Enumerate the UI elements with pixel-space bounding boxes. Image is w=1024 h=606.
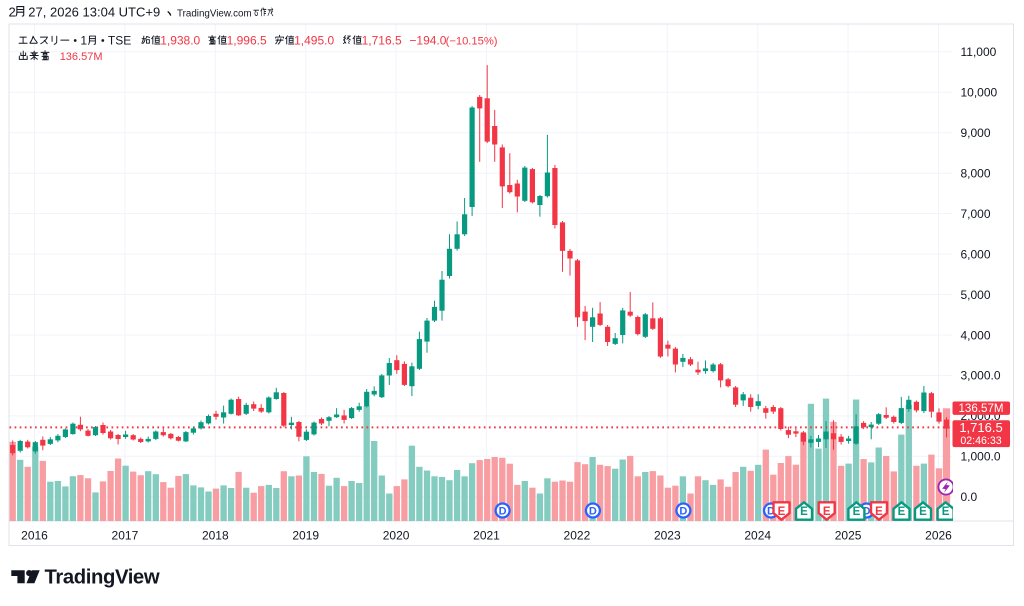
svg-text:1: 1: [80, 33, 87, 47]
svg-text:1,000.0: 1,000.0: [961, 450, 1001, 464]
svg-text:1,495.0: 1,495.0: [294, 33, 334, 47]
svg-text:−194.0: −194.0: [409, 33, 446, 47]
svg-text:D: D: [767, 506, 775, 518]
svg-text:11,000: 11,000: [961, 45, 997, 59]
svg-text:(−10.15%): (−10.15%): [446, 35, 498, 47]
svg-text:8,000: 8,000: [961, 167, 991, 181]
svg-text:9,000: 9,000: [961, 126, 991, 140]
svg-text:4,000: 4,000: [961, 328, 991, 342]
svg-text:2024: 2024: [744, 529, 771, 543]
svg-text:7,000: 7,000: [961, 207, 991, 221]
svg-text:2019: 2019: [292, 529, 319, 543]
svg-text:E: E: [823, 506, 831, 518]
svg-text:10,000: 10,000: [961, 86, 998, 100]
svg-text:3,000.0: 3,000.0: [961, 369, 1001, 383]
svg-text:136.57M: 136.57M: [60, 51, 103, 63]
svg-text:E: E: [800, 506, 808, 518]
svg-text:1,996.5: 1,996.5: [227, 33, 267, 47]
svg-text:136.57M: 136.57M: [958, 402, 1003, 415]
svg-text:2025: 2025: [835, 529, 862, 543]
svg-text:0.0: 0.0: [961, 490, 978, 504]
svg-text:2018: 2018: [202, 529, 229, 543]
svg-text:2026: 2026: [925, 529, 952, 543]
svg-text:D: D: [863, 506, 871, 518]
svg-text:1,716.5: 1,716.5: [959, 420, 1002, 435]
svg-text:6,000: 6,000: [961, 247, 991, 261]
svg-text:2017: 2017: [112, 529, 139, 543]
svg-text:TSE: TSE: [108, 33, 131, 47]
svg-text:2023: 2023: [654, 529, 681, 543]
svg-text:1,716.5: 1,716.5: [362, 33, 402, 47]
svg-text:1,938.0: 1,938.0: [160, 33, 200, 47]
svg-text:27, 2026 13:04 UTC+9: 27, 2026 13:04 UTC+9: [28, 4, 160, 19]
svg-text:2: 2: [9, 4, 16, 19]
svg-text:TradingView.com: TradingView.com: [177, 8, 252, 19]
svg-text:2016: 2016: [21, 529, 48, 543]
svg-text:TradingView: TradingView: [45, 567, 160, 589]
svg-text:2020: 2020: [383, 529, 410, 543]
svg-text:E: E: [942, 506, 950, 518]
svg-text:D: D: [499, 506, 507, 518]
svg-text:2022: 2022: [564, 529, 591, 543]
svg-text:02:46:33: 02:46:33: [960, 435, 1001, 447]
svg-text:D: D: [679, 506, 687, 518]
svg-text:E: E: [898, 506, 906, 518]
svg-text:D: D: [589, 506, 597, 518]
svg-text:E: E: [919, 506, 927, 518]
svg-text:2021: 2021: [473, 529, 500, 543]
svg-text:E: E: [778, 506, 786, 518]
svg-text:E: E: [853, 506, 861, 518]
svg-text:E: E: [875, 506, 883, 518]
svg-text:5,000: 5,000: [961, 288, 991, 302]
